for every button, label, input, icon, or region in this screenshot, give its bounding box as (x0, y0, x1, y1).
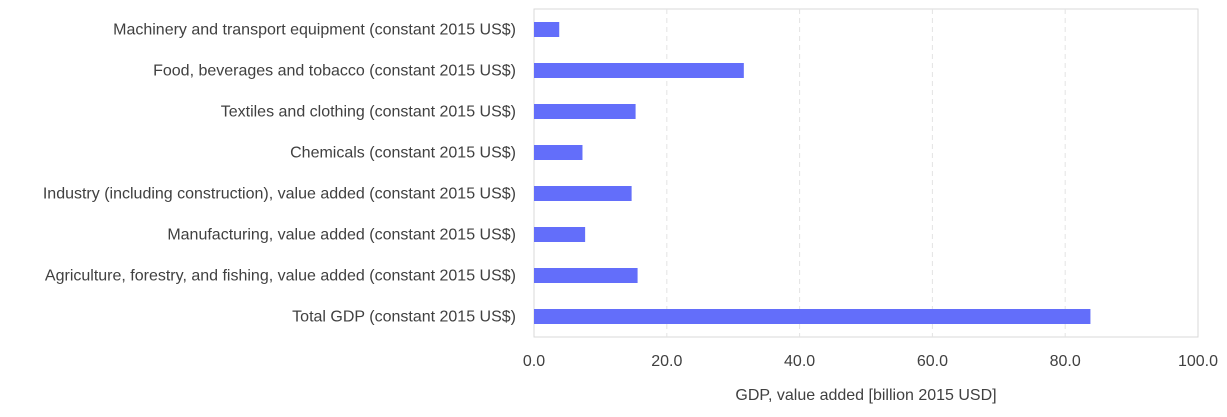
bars (534, 22, 1091, 324)
plot-area-frame (533, 8, 1199, 338)
category-label: Industry (including construction), value… (43, 186, 516, 203)
x-tick-label: 40.0 (784, 353, 815, 370)
bar (534, 145, 583, 160)
bar (534, 63, 744, 78)
category-labels: Machinery and transport equipment (const… (43, 22, 516, 326)
category-label: Manufacturing, value added (constant 201… (167, 227, 516, 244)
bar (534, 309, 1091, 324)
x-tick-label: 100.0 (1178, 353, 1218, 370)
category-label: Total GDP (constant 2015 US$) (292, 309, 516, 326)
bar (534, 104, 636, 119)
category-label: Agriculture, forestry, and fishing, valu… (45, 268, 516, 285)
x-tick-labels: 0.0 20.0 40.0 60.0 80.0 100.0 (523, 353, 1218, 370)
gridlines (666, 9, 1066, 337)
bar (534, 22, 560, 37)
bar (534, 186, 632, 201)
x-axis-title: GDP, value added [billion 2015 USD] (735, 387, 996, 404)
category-label: Machinery and transport equipment (const… (113, 22, 516, 39)
bar (534, 227, 586, 242)
category-label: Food, beverages and tobacco (constant 20… (153, 63, 516, 80)
x-tick-label: 80.0 (1050, 353, 1081, 370)
category-label: Chemicals (constant 2015 US$) (290, 145, 516, 162)
category-label: Textiles and clothing (constant 2015 US$… (221, 104, 516, 121)
x-tick-label: 60.0 (917, 353, 948, 370)
x-tick-label: 0.0 (523, 353, 545, 370)
bar (534, 268, 638, 283)
x-tick-label: 20.0 (651, 353, 682, 370)
